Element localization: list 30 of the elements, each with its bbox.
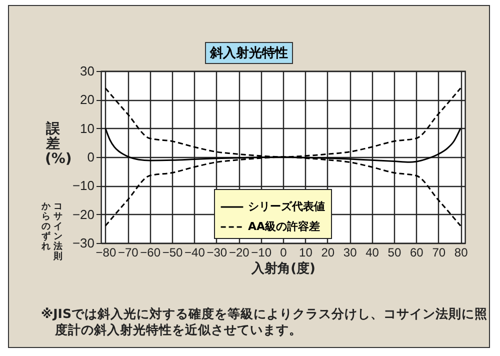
x-tick-label: −80 [96,246,116,260]
chart-title: 斜入射光特性 [205,42,293,64]
y-tick-label: 10 [80,120,94,136]
x-tick-label: 20 [321,246,335,260]
x-tick-label: 80 [454,246,468,260]
x-tick-label: 0 [280,246,288,260]
x-tick-label: −70 [118,246,139,260]
x-tick-label: −50 [162,246,184,260]
y-axis-title: 誤差(%) [45,121,72,167]
x-tick-label: −20 [228,246,250,260]
y-tick-label: −20 [72,206,94,222]
text: ※JISでは斜入光に対する確度を等級によりクラス分けし、コサイン法則に照度計の斜入射光特性を近似させています。 [41,306,488,338]
legend-label: AA級の許容差 [248,220,320,233]
y-tick-label: 0 [87,150,94,164]
x-tick-label: −40 [184,246,206,260]
x-tick-label: 60 [410,246,424,260]
x-tick-label: −10 [251,246,272,260]
text: コサイン法則からのずれ [42,202,62,262]
y-tick-label: −10 [72,178,94,194]
x-tick-label: 10 [299,246,313,260]
x-tick-label: 40 [366,246,380,260]
x-tick-label: −60 [140,246,161,260]
x-tick-label: 30 [343,246,358,260]
x-tick-label: 50 [388,246,402,260]
x-tick-label: −30 [206,246,228,260]
x-axis-title: 入射角(度) [250,260,316,276]
y-tick-label: 30 [80,64,94,78]
y-tick-label: 20 [80,92,94,108]
legend-label: シリーズ代表値 [248,200,325,213]
x-tick-label: 70 [432,246,446,260]
